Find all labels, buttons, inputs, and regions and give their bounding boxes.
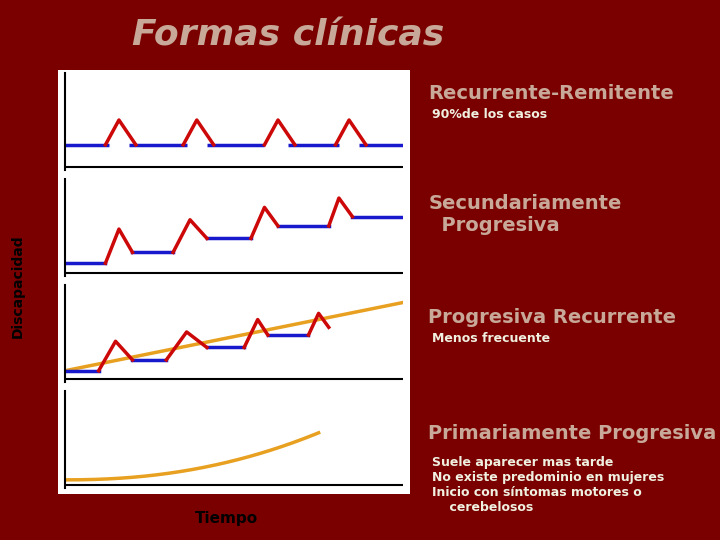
- Text: Suele aparecer mas tarde
No existe predominio en mujeres
Inicio con síntomas mot: Suele aparecer mas tarde No existe predo…: [432, 456, 665, 514]
- Text: Discapacidad: Discapacidad: [11, 234, 25, 338]
- Text: Menos frecuente: Menos frecuente: [432, 332, 550, 345]
- Text: Recurrente-Remitente: Recurrente-Remitente: [428, 84, 674, 103]
- Text: 90%de los casos: 90%de los casos: [432, 108, 547, 121]
- Text: Secundariamente
  Progresiva: Secundariamente Progresiva: [428, 194, 622, 235]
- Text: Primariamente Progresiva: Primariamente Progresiva: [428, 424, 716, 443]
- Text: Formas clínicas: Formas clínicas: [132, 19, 444, 53]
- Text: Progresiva Recurrente: Progresiva Recurrente: [428, 308, 676, 327]
- Text: Tiempo: Tiempo: [195, 511, 258, 526]
